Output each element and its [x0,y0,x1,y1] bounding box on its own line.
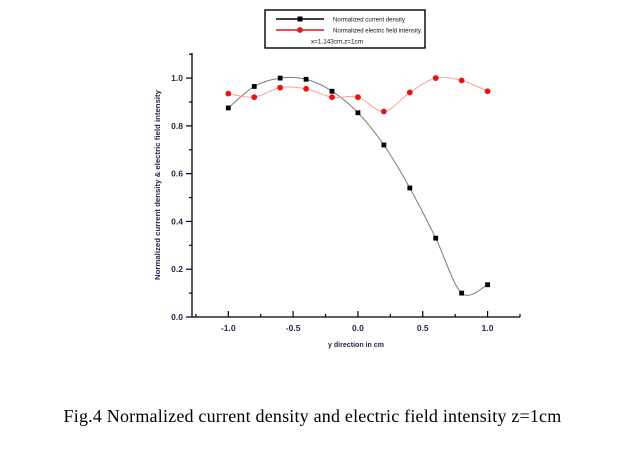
y-axis-ticks [186,53,192,318]
y-tick-label: 0.8 [171,121,183,131]
square-marker [407,185,413,191]
square-marker [485,282,490,288]
square-marker [277,75,283,81]
circle-marker [458,77,465,84]
y-tick-label: 0.6 [171,169,183,179]
square-marker [225,105,231,111]
circle-marker [355,94,361,101]
square-marker [303,76,309,82]
legend-box [264,9,426,49]
circle-marker [329,94,335,101]
x-tick-label: -1.0 [221,323,236,333]
y-tick-label: 0.0 [171,312,183,322]
legend-circle-marker [297,27,303,33]
circle-marker [277,84,284,91]
x-axis-ticks [195,311,521,317]
square-marker [251,84,257,89]
circle-marker [303,85,309,92]
circle-marker [225,90,232,97]
y-tick-label: 0.2 [171,264,183,274]
series-electric-field [225,75,491,115]
square-marker [459,290,465,296]
circle-marker [251,94,258,101]
circle-marker [484,88,491,95]
y-axis-title: Normalized current density & electric fi… [155,90,162,280]
legend-square-marker [297,16,303,22]
legend-note: x=1.143cm,z=1cm [311,39,363,46]
circle-marker [380,108,387,115]
series-current-density-line [227,76,488,296]
legend: Normalized current density Normalized ele… [264,9,426,49]
x-tick-label: 0.0 [352,323,364,333]
square-marker [381,142,387,148]
y-tick-label: 1.0 [171,73,183,83]
x-tick-label: 0.5 [417,323,429,333]
x-axis-title: y direction in cm [328,340,384,349]
square-marker [355,110,361,116]
chart: -1.0 -0.5 0.0 0.5 1.0 0.0 0.2 0.4 0.6 0.8 1.0 y dir… [155,9,521,349]
circle-marker [432,75,439,81]
figure-caption: Fig.4 Normalized current density and ele… [63,406,562,426]
axes [191,53,520,318]
square-marker [433,235,439,241]
y-tick-label: 0.4 [171,216,183,226]
circle-marker [406,89,413,96]
square-marker [329,88,335,94]
x-tick-label: 1.0 [482,323,494,333]
legend-label: Normalized electric field intensity [333,27,422,34]
x-tick-label: -0.5 [286,323,301,333]
legend-label: Normalized current density [333,16,406,23]
series-current-density [225,75,490,296]
